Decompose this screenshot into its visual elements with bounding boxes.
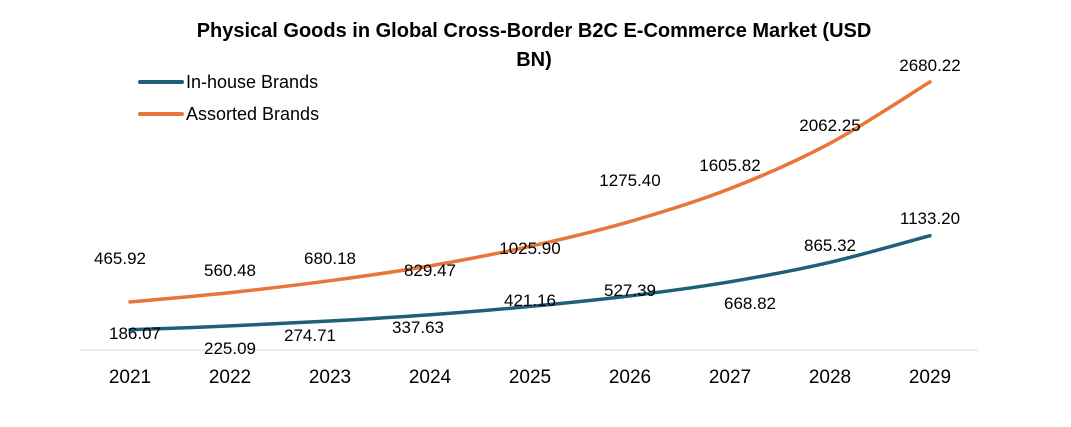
x-tick-label-2023: 2023 <box>309 367 351 388</box>
data-label-in-house-2021: 186.07 <box>109 324 161 343</box>
data-label-assorted-2026: 1275.40 <box>599 171 660 190</box>
legend: In-house Brands Assorted Brands <box>138 72 319 124</box>
chart-title-line-1: Physical Goods in Global Cross-Border B2… <box>197 20 872 42</box>
data-label-assorted-2022: 560.48 <box>204 261 256 280</box>
x-tick-label-2021: 2021 <box>109 367 151 388</box>
legend-label-assorted: Assorted Brands <box>186 104 319 124</box>
data-label-in-house-2028: 865.32 <box>804 236 856 255</box>
series-lines <box>128 80 932 332</box>
data-label-assorted-2025: 1025.90 <box>499 239 560 258</box>
series-line-assorted-brands <box>128 80 932 304</box>
data-label-in-house-2024: 337.63 <box>392 318 444 337</box>
data-label-assorted-2028: 2062.25 <box>799 116 860 135</box>
data-label-assorted-2021: 465.92 <box>94 249 146 268</box>
data-label-in-house-2026: 527.39 <box>604 281 656 300</box>
x-tick-label-2022: 2022 <box>209 367 251 388</box>
data-labels: 186.07 225.09 274.71 337.63 421.16 527.39 668.… <box>94 56 961 358</box>
x-tick-label-2026: 2026 <box>609 367 651 388</box>
series-line-in-house-brands <box>128 233 932 332</box>
data-label-in-house-2029: 1133.20 <box>900 209 960 228</box>
data-label-in-house-2023: 274.71 <box>284 326 336 345</box>
data-label-assorted-2023: 680.18 <box>304 249 356 268</box>
data-label-in-house-2027: 668.82 <box>724 294 776 313</box>
data-label-in-house-2025: 421.16 <box>504 291 556 310</box>
x-tick-label-2024: 2024 <box>409 367 452 388</box>
chart-title-line-2: BN) <box>516 49 552 71</box>
data-label-assorted-2029: 2680.22 <box>899 56 960 75</box>
x-tick-label-2027: 2027 <box>709 367 751 388</box>
data-label-assorted-2024: 829.47 <box>404 261 456 280</box>
data-label-in-house-2022: 225.09 <box>204 339 256 358</box>
x-tick-label-2028: 2028 <box>809 367 851 388</box>
legend-label-in-house: In-house Brands <box>186 72 318 92</box>
x-tick-label-2029: 2029 <box>909 367 951 388</box>
data-label-assorted-2027: 1605.82 <box>699 156 760 175</box>
x-tick-labels: 2021 2022 2023 2024 2025 2026 2027 2028 2029 <box>109 367 951 388</box>
x-tick-label-2025: 2025 <box>509 367 551 388</box>
